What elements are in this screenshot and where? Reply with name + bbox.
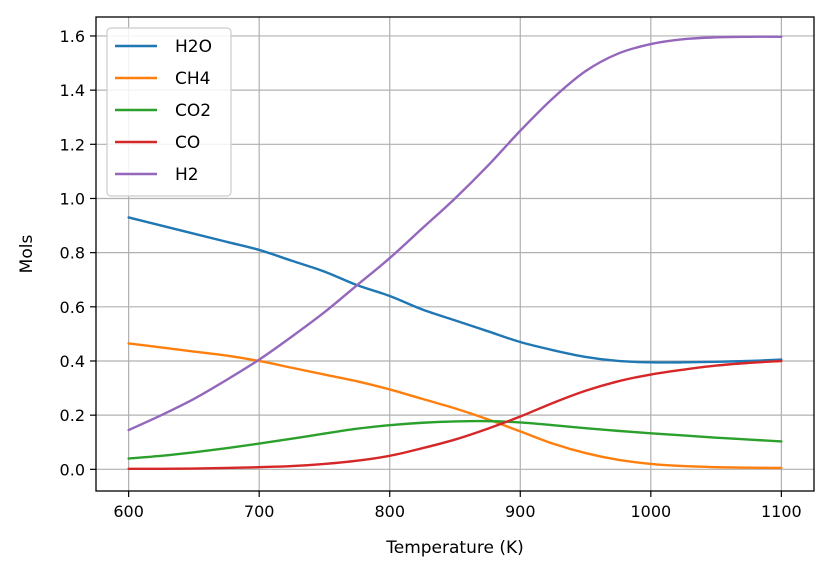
y-tick-label: 1.4 <box>60 81 85 100</box>
plot-frame <box>95 16 815 492</box>
series-line-ch4 <box>127 342 783 470</box>
legend: H2O CH4 CO2 CO H2 <box>106 27 232 197</box>
y-tick-label: 1.0 <box>60 189 85 208</box>
grid <box>96 17 814 491</box>
y-tick-label: 0.2 <box>60 406 85 425</box>
y-tick-label: 1.6 <box>60 27 85 46</box>
series-line-h2 <box>127 35 783 432</box>
y-tick-label: 0.0 <box>60 460 85 479</box>
series-line-co2 <box>127 419 783 460</box>
legend-box <box>106 27 232 197</box>
series-line-co <box>127 359 783 471</box>
legend-label: H2 <box>175 165 199 185</box>
x-tick-label: 900 <box>505 502 536 521</box>
y-tick-label: 1.2 <box>60 135 85 154</box>
x-tick-label: 600 <box>113 502 144 521</box>
x-tick-label: 700 <box>244 502 275 521</box>
legend-label: H2O <box>175 37 212 57</box>
legend-label: CO2 <box>175 101 211 121</box>
x-tick-label: 800 <box>374 502 405 521</box>
x-axis-label: Temperature (K) <box>385 538 524 558</box>
legend-label: CH4 <box>175 69 210 89</box>
legend-label: CO <box>175 133 200 153</box>
y-tick-label: 0.8 <box>60 244 85 263</box>
y-axis-label: Mols <box>17 235 37 274</box>
x-tick-label: 1000 <box>630 502 671 521</box>
ticks: 600 700 800 900 1000 1100 0.0 0.2 0.4 0.6 0.8 1.0 1.… <box>60 27 802 521</box>
y-tick-label: 0.4 <box>60 352 85 371</box>
x-tick-label: 1100 <box>761 502 802 521</box>
series-lines <box>127 35 783 471</box>
series-line-h2o <box>127 216 783 364</box>
y-tick-label: 0.6 <box>60 298 85 317</box>
